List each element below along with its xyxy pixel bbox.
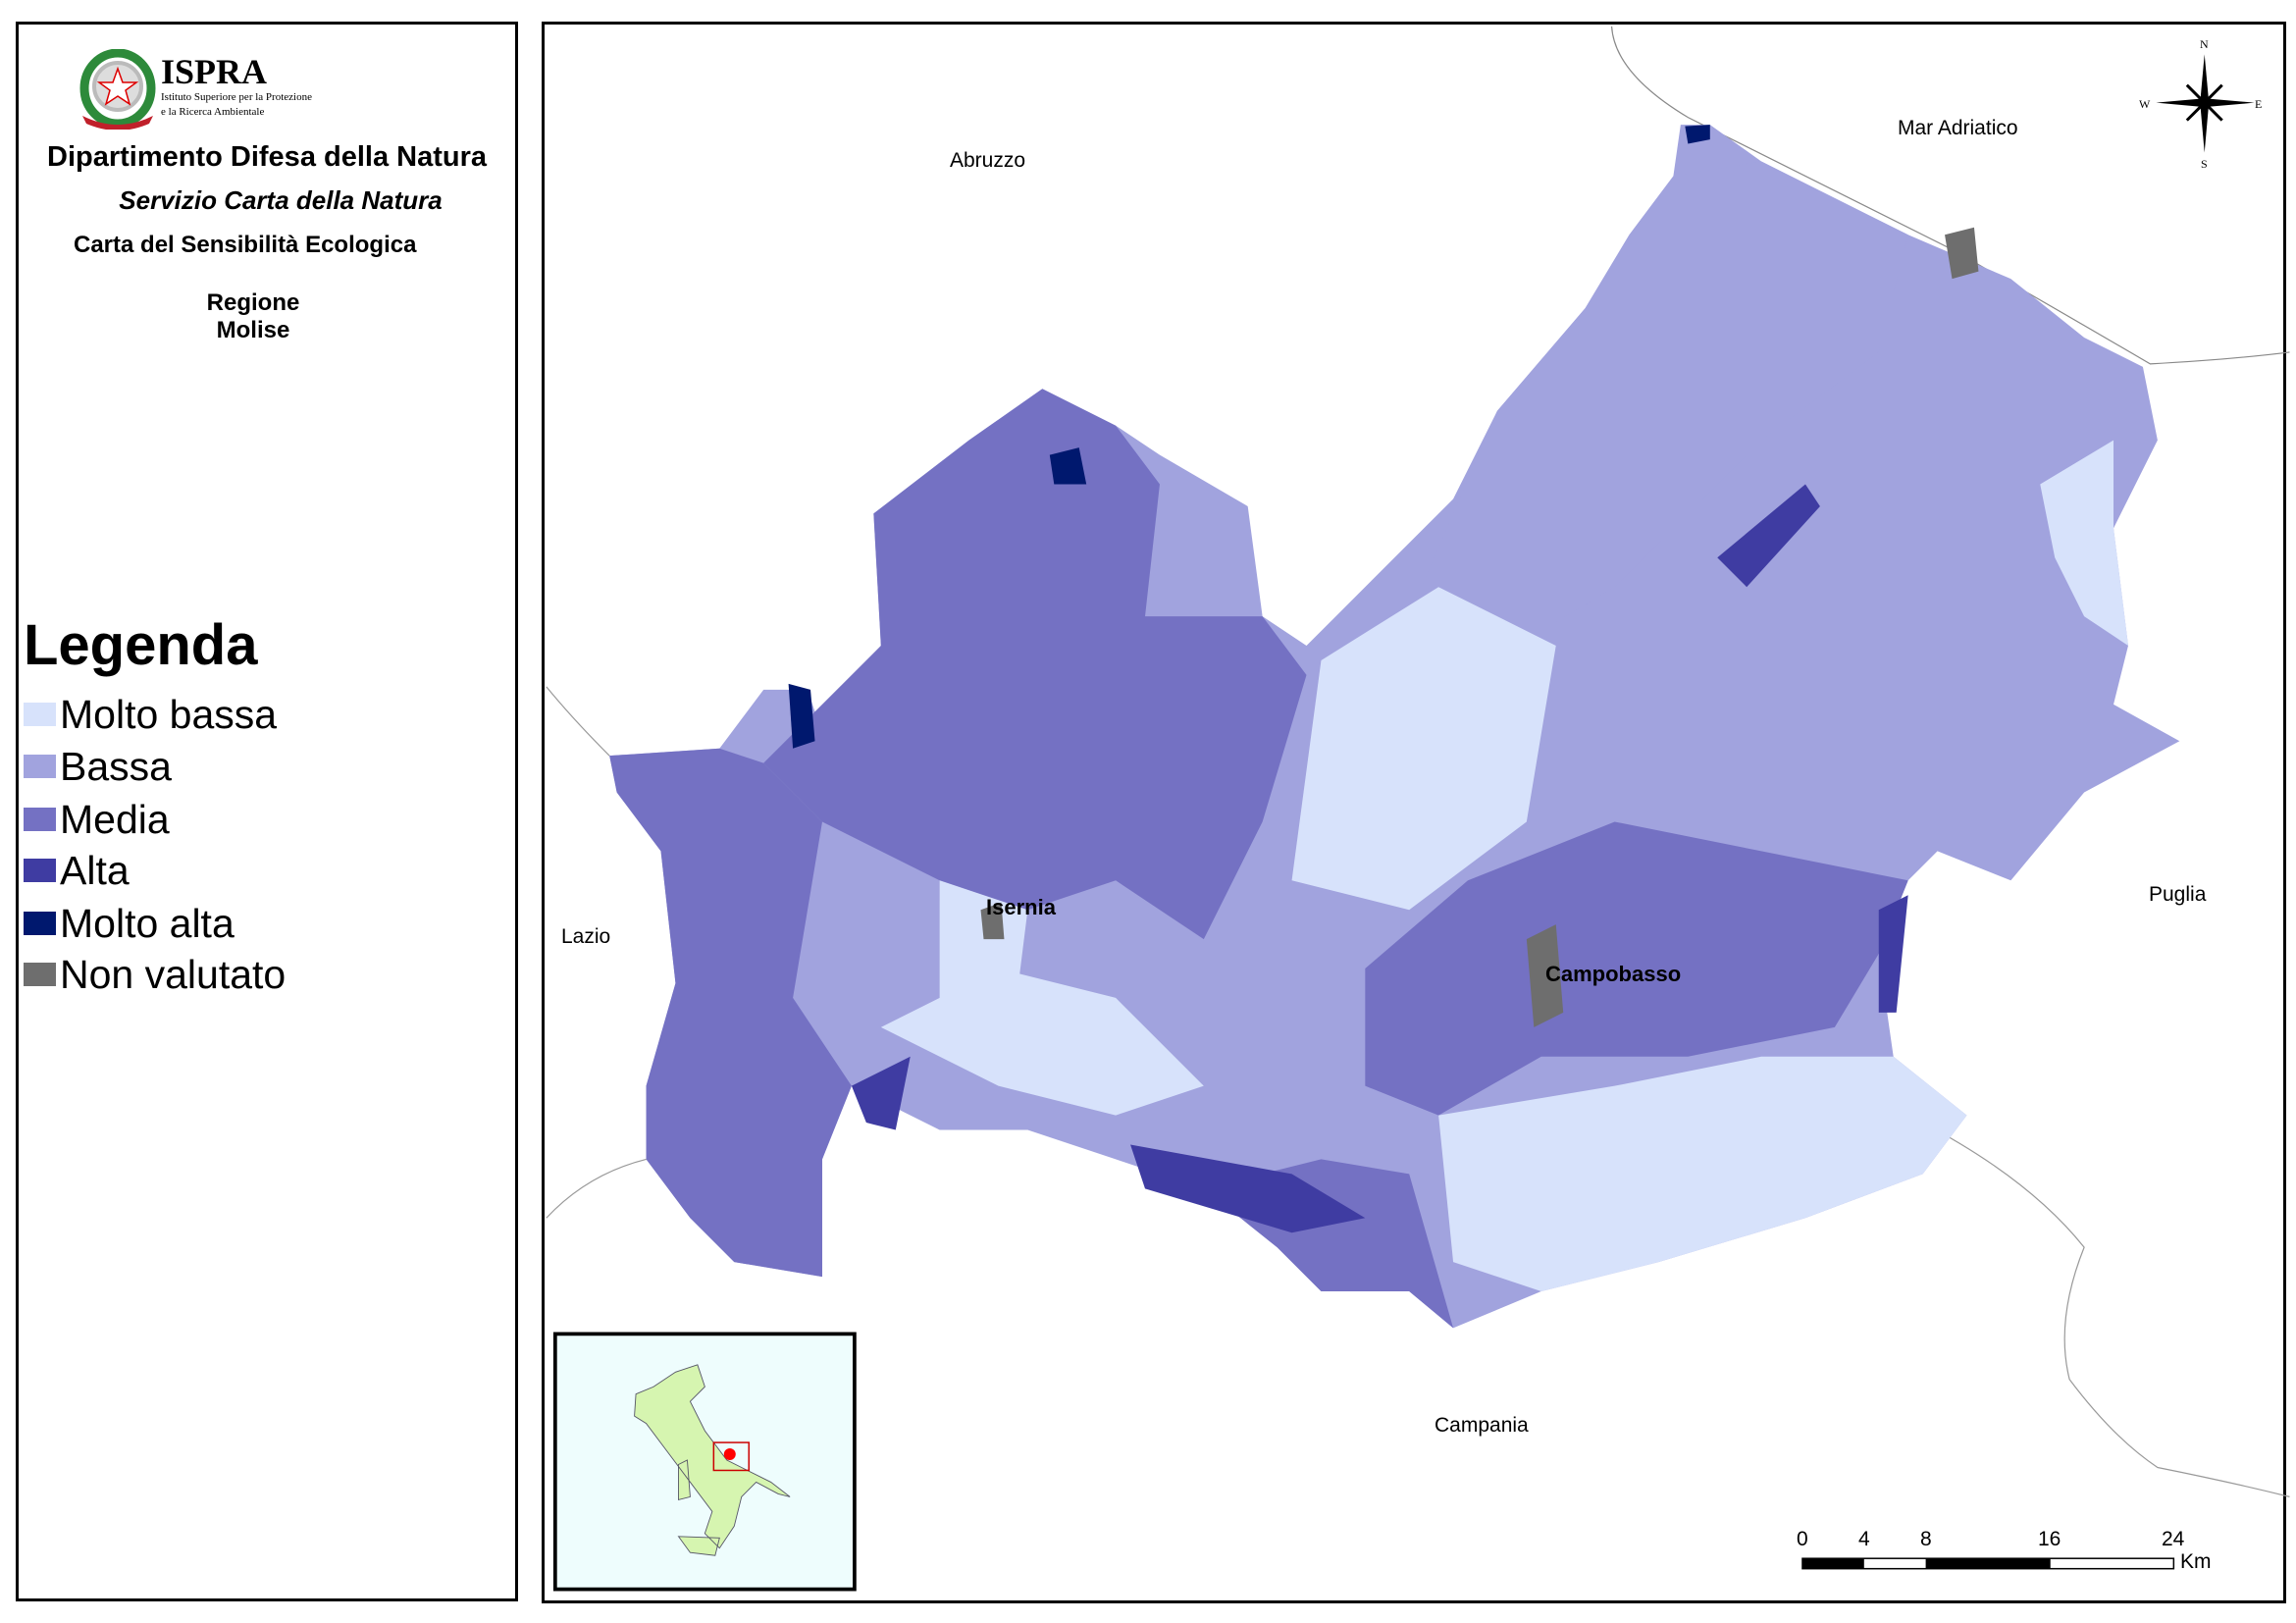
patch-non-valutato — [1526, 924, 1564, 1027]
region-label-text: Regione — [206, 289, 300, 316]
map-frame — [542, 22, 2286, 1603]
legend-title: Legenda — [24, 613, 258, 677]
patch-media — [609, 748, 852, 1278]
sensitivity-patches — [609, 125, 2128, 1329]
legend-swatch — [24, 808, 56, 831]
region-name: Molise — [216, 317, 290, 343]
legend-item: Bassa — [24, 742, 172, 791]
legend-swatch — [24, 859, 56, 882]
patch-media — [763, 389, 1307, 940]
label-mar-adriatico: Mar Adriatico — [1898, 117, 2018, 139]
legend-item: Alta — [24, 846, 130, 895]
logo-subtitle-line-2: e la Ricerca Ambientale — [161, 106, 265, 118]
service-title: Servizio Carta della Natura — [119, 185, 443, 215]
legend-item: Non valutato — [24, 950, 286, 999]
patch-bassa — [1409, 161, 1908, 675]
legend-label: Molto bassa — [60, 691, 278, 737]
patch-molto-bassa — [1438, 1056, 1967, 1292]
label-abruzzo: Abruzzo — [950, 149, 1026, 172]
patch-media — [1365, 821, 1908, 1116]
patch-molto-bassa — [939, 880, 1028, 1042]
label-lazio: Lazio — [561, 925, 611, 948]
inset-italy-shape — [634, 1364, 791, 1556]
regional-borders — [546, 686, 2290, 1497]
legend-swatch — [24, 755, 56, 778]
patch-alta — [1130, 1144, 1366, 1233]
scale-unit: Km — [2180, 1550, 2212, 1573]
patch-molto-alta — [788, 683, 815, 749]
title-legend-panel — [16, 22, 518, 1601]
city-isernia: Isernia — [986, 895, 1056, 919]
scale-bar — [1801, 1557, 2175, 1570]
legend-swatch — [24, 703, 56, 726]
scale-tick-label: 4 — [1858, 1528, 1870, 1550]
logo-subtitle: Istituto Superiore per la Protezione e l… — [161, 90, 312, 120]
inset-molise-highlight — [723, 1448, 736, 1461]
scale-tick-label: 24 — [2162, 1528, 2185, 1550]
scale-tick-label: 8 — [1920, 1528, 1932, 1550]
scale-tick-label: 0 — [1797, 1528, 1808, 1550]
legend-label: Alta — [60, 847, 130, 893]
legend-label: Bassa — [60, 743, 172, 789]
italian-emblem-logo — [79, 49, 156, 130]
patch-alta — [1717, 484, 1820, 588]
patch-alta — [1878, 895, 1908, 1013]
patch-molto-bassa — [2040, 440, 2128, 647]
legend-swatch — [24, 963, 56, 986]
legend-swatch — [24, 912, 56, 935]
legend-item: Molto bassa — [24, 690, 277, 739]
legend-label: Non valutato — [60, 951, 287, 997]
logo-title: ISPRA — [161, 52, 268, 91]
legend-item: Molto alta — [24, 899, 235, 948]
legend-label: Media — [60, 796, 170, 842]
patch-non-valutato — [1945, 227, 1979, 280]
compass-s: S — [2201, 157, 2208, 171]
patch-molto-alta — [1685, 125, 1710, 144]
compass-w: W — [2139, 97, 2151, 111]
legend-label: Molto alta — [60, 900, 235, 946]
map-title: Carta del Sensibilità Ecologica — [74, 232, 417, 258]
north-arrow-compass — [2156, 54, 2255, 153]
label-puglia: Puglia — [2149, 883, 2207, 906]
department-title: Dipartimento Difesa della Natura — [47, 141, 487, 173]
logo-subtitle-line-1: Istituto Superiore per la Protezione — [161, 91, 312, 103]
legend-item: Media — [24, 795, 170, 844]
label-campania: Campania — [1435, 1414, 1529, 1437]
scale-tick-label: 16 — [2038, 1528, 2061, 1550]
compass-e: E — [2255, 97, 2263, 111]
compass-n: N — [2200, 37, 2209, 51]
patch-molto-bassa — [1291, 587, 1556, 911]
patch-non-valutato — [980, 902, 1005, 940]
region-label: Regione Molise — [0, 289, 506, 344]
patch-molto-alta — [1049, 447, 1087, 485]
patch-alta — [851, 1056, 911, 1130]
city-campobasso: Campobasso — [1545, 962, 1682, 986]
inset-highlight-box — [712, 1441, 750, 1472]
